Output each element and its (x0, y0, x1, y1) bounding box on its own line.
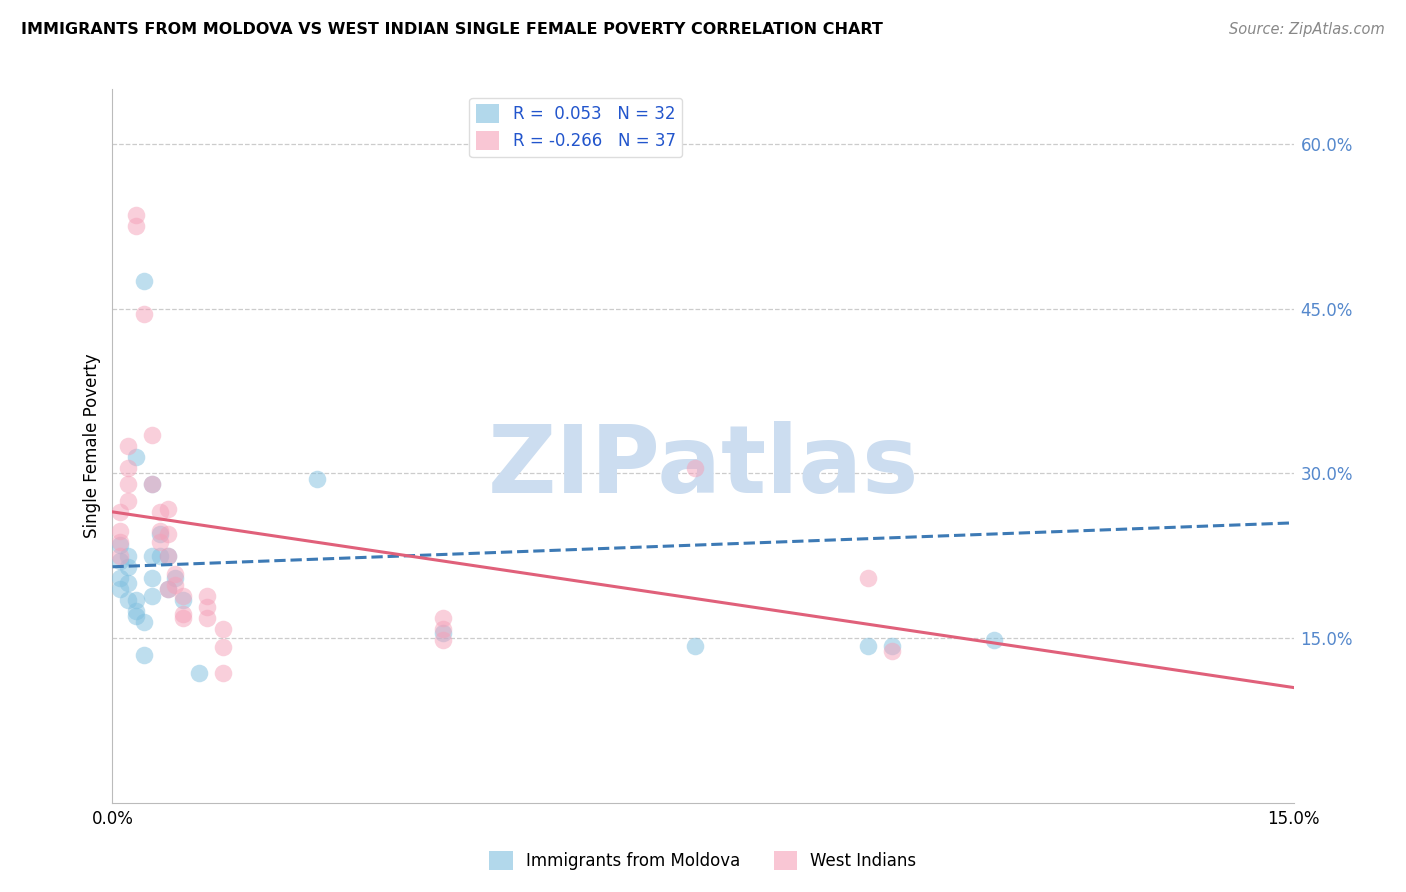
Point (117, 461, 139, 475)
Point (125, 209, 148, 223)
Point (149, 526, 172, 541)
Point (156, 526, 179, 541)
Point (683, 639, 706, 653)
Y-axis label: Single Female Poverty: Single Female Poverty (83, 354, 101, 538)
Point (141, 549, 163, 563)
Point (432, 611, 454, 625)
Point (156, 501, 179, 516)
Point (149, 549, 172, 563)
Point (211, 640, 233, 654)
Point (110, 582, 132, 596)
Point (110, 571, 132, 585)
Point (195, 590, 218, 604)
Point (172, 607, 194, 621)
Point (880, 639, 903, 653)
Point (156, 582, 179, 596)
Point (110, 505, 132, 519)
Point (149, 534, 172, 549)
Point (156, 582, 179, 596)
Point (432, 625, 454, 640)
Point (125, 592, 148, 607)
Point (117, 592, 139, 607)
Point (156, 549, 179, 563)
Point (983, 633, 1005, 648)
Point (117, 439, 139, 453)
Legend: Immigrants from Moldova, West Indians: Immigrants from Moldova, West Indians (482, 844, 924, 877)
Point (149, 524, 172, 538)
Point (165, 578, 187, 592)
Point (432, 633, 454, 648)
Point (880, 644, 903, 658)
Point (110, 554, 132, 568)
Point (172, 611, 194, 625)
Point (110, 534, 132, 549)
Point (165, 567, 187, 582)
Point (117, 494, 139, 508)
Point (211, 623, 233, 637)
Point (125, 604, 148, 618)
Point (125, 219, 148, 234)
Point (132, 615, 155, 629)
Point (110, 538, 132, 552)
Point (125, 609, 148, 624)
Point (141, 477, 163, 491)
Point (149, 505, 172, 519)
Point (683, 461, 706, 475)
Point (125, 450, 148, 464)
Point (165, 571, 187, 585)
Point (117, 559, 139, 574)
Point (188, 666, 211, 681)
Point (858, 571, 880, 585)
Point (132, 648, 155, 662)
Point (141, 571, 163, 585)
Point (432, 623, 454, 637)
Point (110, 524, 132, 538)
Point (141, 590, 163, 604)
Text: Source: ZipAtlas.com: Source: ZipAtlas.com (1229, 22, 1385, 37)
Point (117, 477, 139, 491)
Point (141, 477, 163, 491)
Point (858, 639, 880, 653)
Point (117, 549, 139, 563)
Point (172, 592, 194, 607)
Point (141, 428, 163, 442)
Text: IMMIGRANTS FROM MOLDOVA VS WEST INDIAN SINGLE FEMALE POVERTY CORRELATION CHART: IMMIGRANTS FROM MOLDOVA VS WEST INDIAN S… (21, 22, 883, 37)
Point (172, 590, 194, 604)
Point (117, 576, 139, 591)
Text: ZIPatlas: ZIPatlas (488, 421, 918, 514)
Point (132, 307, 155, 321)
Point (195, 600, 218, 615)
Point (195, 611, 218, 625)
Point (156, 549, 179, 563)
Point (211, 666, 233, 681)
Point (132, 274, 155, 288)
Point (110, 549, 132, 563)
Point (307, 472, 329, 486)
